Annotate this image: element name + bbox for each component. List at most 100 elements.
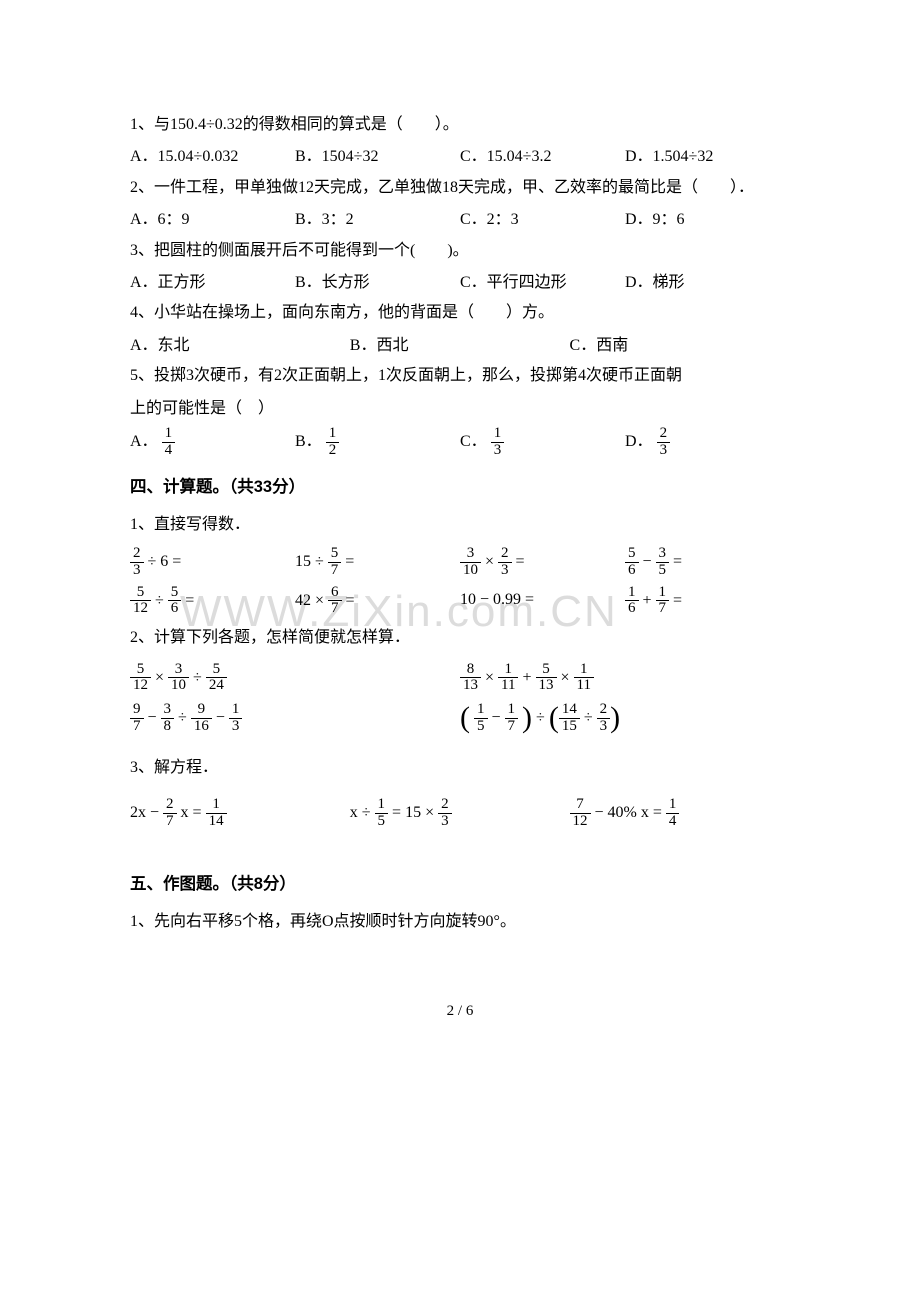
denominator: 5 <box>375 814 389 830</box>
expr-op: × <box>481 668 498 685</box>
denominator: 3 <box>491 443 505 459</box>
q5-opt-c: C． 13 <box>460 426 625 459</box>
expr-tail: = <box>669 592 682 609</box>
page-content: 1、与150.4÷0.32的得数相同的算式是（ ）。 A．15.04÷0.032… <box>130 110 790 1026</box>
denominator: 11 <box>498 678 518 694</box>
q2-opt-a: A．6：9 <box>130 205 295 235</box>
fraction: 23 <box>438 797 452 830</box>
q4-opt-a: A．东北 <box>130 331 350 361</box>
denominator: 14 <box>206 814 227 830</box>
q3-options: A．正方形 B．长方形 C．平行四边形 D．梯形 <box>130 268 790 298</box>
expr-op: − <box>212 709 229 726</box>
q4-opt-b: B．西北 <box>350 331 570 361</box>
q3-stem: 3、把圆柱的侧面展开后不可能得到一个( )。 <box>130 236 790 266</box>
denominator: 3 <box>657 443 671 459</box>
expr-tail: = <box>181 592 194 609</box>
numerator: 1 <box>656 585 670 602</box>
q2-opt-d: D．9：6 <box>625 205 790 235</box>
q1-opt-b: B．1504÷32 <box>295 142 460 172</box>
expr-1b: 15 ÷ 57 = <box>295 546 460 579</box>
numerator: 1 <box>474 702 488 719</box>
q4-opt-c: C．西南 <box>570 331 790 361</box>
expr-mid: − 40% x = <box>591 804 666 821</box>
numerator: 2 <box>163 797 177 814</box>
expr-2d: 16 + 17 = <box>625 585 790 618</box>
expr-head: 2x − <box>130 804 163 821</box>
denominator: 24 <box>206 678 227 694</box>
numerator: 1 <box>162 426 176 443</box>
q3-opt-d: D．梯形 <box>625 268 790 298</box>
fraction: 512 <box>130 662 151 695</box>
denominator: 12 <box>570 814 591 830</box>
fraction: 14 <box>666 797 680 830</box>
q2-options: A．6：9 B．3：2 C．2：3 D．9：6 <box>130 205 790 235</box>
expr-op: ÷ <box>580 709 597 726</box>
expr-p2-2b: ( 15 − 17 ) ÷ (1415 ÷ 23) <box>460 702 790 735</box>
numerator: 2 <box>657 426 671 443</box>
fraction: 916 <box>191 702 212 735</box>
numerator: 9 <box>130 702 144 719</box>
expr-head: 15 ÷ <box>295 553 328 570</box>
fraction: 17 <box>656 585 670 618</box>
denominator: 15 <box>559 719 580 735</box>
q5-stem-2: 上的可能性是（ ） <box>130 394 790 424</box>
denominator: 12 <box>130 601 151 617</box>
paren-left-icon: ( <box>460 701 470 734</box>
numerator: 8 <box>460 662 481 679</box>
fraction: 23 <box>130 546 144 579</box>
numerator: 1 <box>574 662 594 679</box>
fraction: 56 <box>168 585 182 618</box>
fraction: 712 <box>570 797 591 830</box>
sec4-p2-stem: 2、计算下列各题，怎样简便就怎样算． <box>130 623 790 653</box>
numerator: 1 <box>491 426 505 443</box>
q1-opt-c: C．15.04÷3.2 <box>460 142 625 172</box>
fraction: 513 <box>536 662 557 695</box>
paren-right-icon: ) <box>610 701 620 734</box>
q3-opt-c: C．平行四边形 <box>460 268 625 298</box>
fraction: 38 <box>161 702 175 735</box>
expr-1d: 56 − 35 = <box>625 546 790 579</box>
fraction: 23 <box>498 546 512 579</box>
fraction: 15 <box>474 702 488 735</box>
denominator: 10 <box>460 563 481 579</box>
denominator: 3 <box>597 719 611 735</box>
calc2-row-1: 512 × 310 ÷ 524 813 × 111 + 513 × 111 <box>130 662 790 695</box>
denominator: 16 <box>191 719 212 735</box>
q1-options: A．15.04÷0.032 B．1504÷32 C．15.04÷3.2 D．1.… <box>130 142 790 172</box>
expr-op: × <box>481 553 498 570</box>
expr-op: ÷ <box>189 668 206 685</box>
expr-op: − <box>488 709 505 726</box>
expr-op: + <box>518 668 535 685</box>
expr-head: x ÷ <box>350 804 375 821</box>
fraction: 13 <box>229 702 243 735</box>
numerator: 1 <box>625 585 639 602</box>
fraction: 310 <box>460 546 481 579</box>
fraction: 111 <box>498 662 518 695</box>
fraction: 15 <box>375 797 389 830</box>
numerator: 3 <box>161 702 175 719</box>
denominator: 6 <box>168 601 182 617</box>
q5-stem-1: 5、投掷3次硬币，有2次正面朝上，1次反面朝上，那么，投掷第4次硬币正面朝 <box>130 361 790 391</box>
denominator: 12 <box>130 678 151 694</box>
eq-b: x ÷ 15 = 15 × 23 <box>350 797 570 830</box>
expr-1a: 23 ÷ 6 = <box>130 546 295 579</box>
denominator: 7 <box>130 719 144 735</box>
denominator: 4 <box>666 814 680 830</box>
opt-prefix: C． <box>460 433 487 450</box>
opt-prefix: A． <box>130 433 158 450</box>
page-number: 2 / 6 <box>130 997 790 1026</box>
numerator: 6 <box>328 585 342 602</box>
denominator: 5 <box>656 563 670 579</box>
denominator: 13 <box>536 678 557 694</box>
denominator: 7 <box>328 601 342 617</box>
expr-p2-1b: 813 × 111 + 513 × 111 <box>460 662 790 695</box>
numerator: 5 <box>328 546 342 563</box>
q3-opt-b: B．长方形 <box>295 268 460 298</box>
expr-op: × <box>557 668 574 685</box>
denominator: 3 <box>130 563 144 579</box>
denominator: 10 <box>168 678 189 694</box>
fraction: 13 <box>491 426 505 459</box>
q4-options: A．东北 B．西北 C．西南 <box>130 331 790 361</box>
denominator: 6 <box>625 563 639 579</box>
numerator: 7 <box>570 797 591 814</box>
